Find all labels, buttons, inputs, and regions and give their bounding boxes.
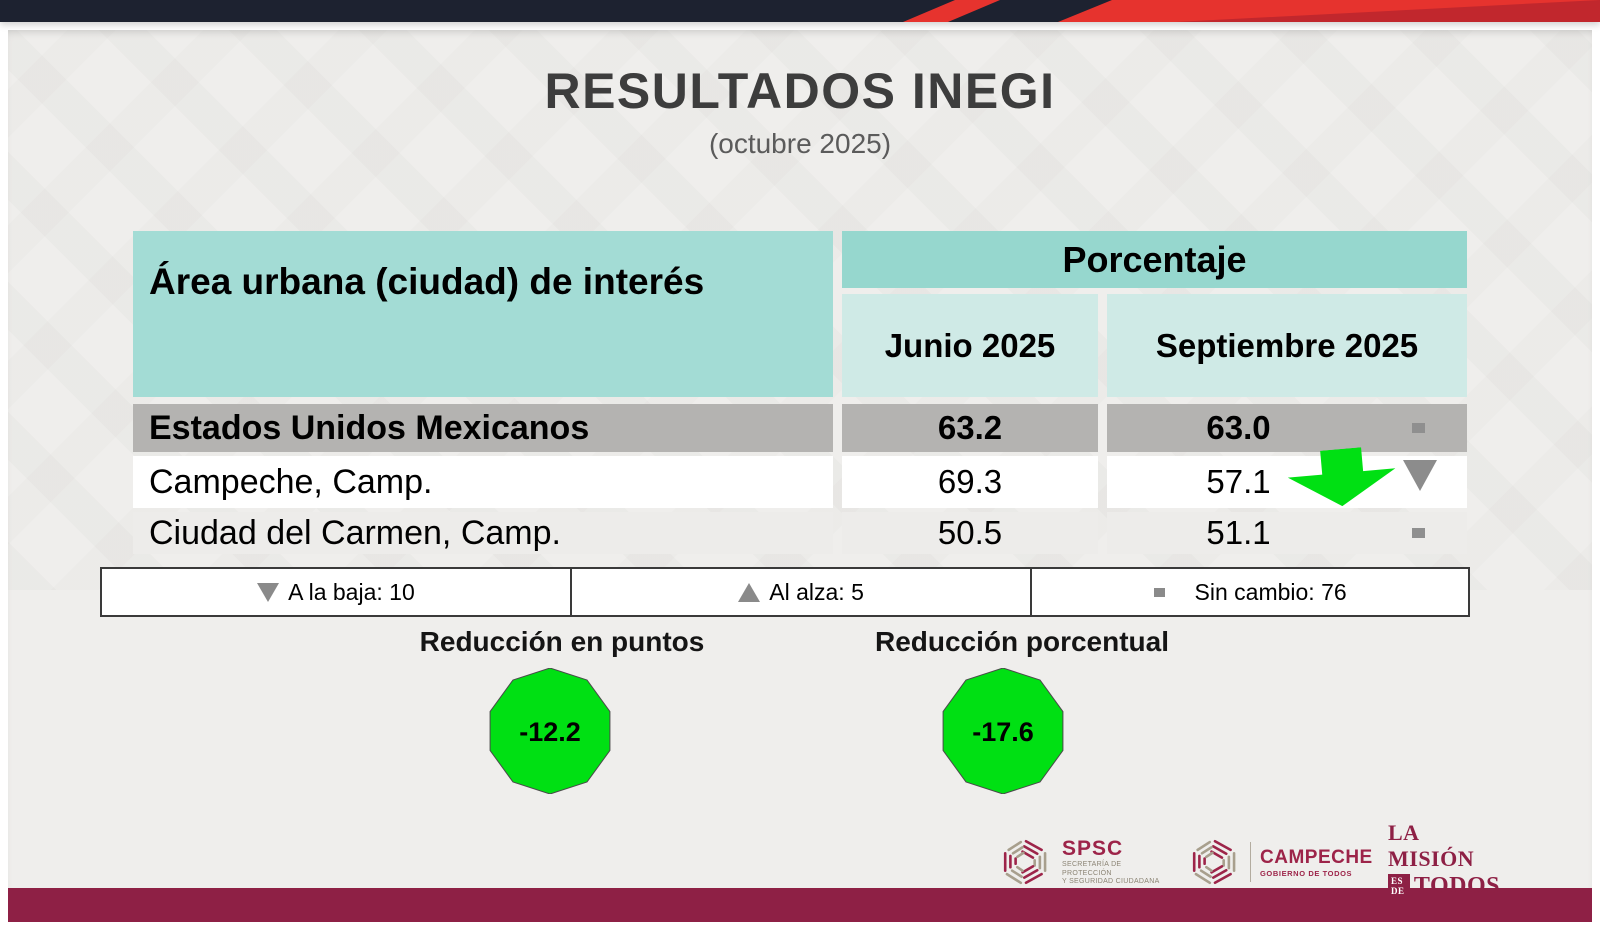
inegi-table: Área urbana (ciudad) de interés Porcenta… <box>133 231 1467 558</box>
campeche-hexagon-logo <box>1192 839 1236 885</box>
percentage-group-header: Porcentaje <box>842 231 1467 288</box>
campeche-subtitle: GOBIERNO DE TODOS <box>1260 868 1353 878</box>
reduction-percent-value: -17.6 <box>972 716 1034 747</box>
column-header-junio: Junio 2025 <box>842 294 1098 397</box>
mission-line1: LA MISIÓN <box>1388 819 1475 871</box>
table-row: Estados Unidos Mexicanos 63.2 63.0 <box>133 404 1467 452</box>
percentage-header-group: Porcentaje Junio 2025 Septiembre 2025 <box>842 231 1467 397</box>
row-septiembre-value: 63.0 <box>1206 409 1271 446</box>
footer-logos: SPSC SECRETARÍA DE PROTECCIÓN Y SEGURIDA… <box>1000 820 1500 905</box>
row-area-label: Ciudad del Carmen, Camp. <box>133 512 833 554</box>
legend-item-baja: A la baja: 10 <box>102 569 572 615</box>
page-subtitle: (octubre 2025) <box>708 128 892 159</box>
spsc-subtitle-line1: SECRETARÍA DE PROTECCIÓN <box>1062 860 1122 877</box>
top-decorative-bar <box>0 0 1600 22</box>
row-junio-value: 63.2 <box>842 404 1098 452</box>
table-row: Campeche, Camp. 69.3 57.1 <box>133 456 1467 508</box>
table-row: Ciudad del Carmen, Camp. 50.5 51.1 <box>133 512 1467 554</box>
trend-legend: A la baja: 10 Al alza: 5 Sin cambio: 76 <box>100 567 1470 617</box>
down-triangle-icon <box>1403 460 1437 491</box>
down-triangle-icon <box>257 582 280 602</box>
campeche-text-block: CAMPECHE GOBIERNO DE TODOS <box>1260 847 1372 878</box>
bottom-maroon-bar <box>8 888 1592 922</box>
spsc-hexagon-logo <box>1003 839 1047 885</box>
no-change-marker-icon <box>1412 423 1425 433</box>
reduction-points-value: -12.2 <box>519 716 581 747</box>
footer-divider <box>1250 842 1251 882</box>
row-junio-value: 50.5 <box>842 512 1098 554</box>
area-column-header: Área urbana (ciudad) de interés <box>133 231 833 397</box>
spsc-text-block: SPSC SECRETARÍA DE PROTECCIÓN Y SEGURIDA… <box>1062 837 1161 887</box>
reduction-percent-badge: -17.6 <box>940 668 1066 796</box>
mission-underline <box>1388 901 1500 905</box>
mission-todos: TODOS <box>1413 872 1500 899</box>
row-septiembre-value: 51.1 <box>1206 514 1271 551</box>
month-subheaders: Junio 2025 Septiembre 2025 <box>842 294 1467 397</box>
legend-label: Sin cambio: 76 <box>1194 578 1347 605</box>
spsc-subtitle-line2: Y SEGURIDAD CIUDADANA <box>1062 878 1160 886</box>
legend-label: Al alza: 5 <box>769 578 864 605</box>
reduction-points-badge: -12.2 <box>487 668 613 796</box>
legend-item-sin-cambio: Sin cambio: 76 <box>1032 569 1468 615</box>
table-body: Estados Unidos Mexicanos 63.2 63.0 Campe… <box>133 404 1467 554</box>
decagon-shape <box>942 668 1064 794</box>
row-area-label: Estados Unidos Mexicanos <box>133 404 833 452</box>
column-header-septiembre: Septiembre 2025 <box>1107 294 1467 397</box>
up-triangle-icon <box>738 582 761 602</box>
mission-line2: ES DE TODOS <box>1388 873 1500 900</box>
row-area-label: Campeche, Camp. <box>133 456 833 508</box>
reduction-points-label: Reducción en puntos <box>419 626 705 657</box>
legend-label: A la baja: 10 <box>288 578 415 605</box>
mission-logo: LA MISIÓN ES DE TODOS <box>1388 820 1500 905</box>
legend-item-alza: Al alza: 5 <box>572 569 1033 615</box>
page-title: RESULTADOS INEGI <box>544 63 1056 119</box>
campeche-name: CAMPECHE <box>1260 846 1373 868</box>
decagon-shape <box>489 668 611 794</box>
square-marker-icon <box>1153 587 1165 597</box>
row-septiembre-value: 57.1 <box>1206 463 1271 500</box>
reduction-percent-label: Reducción porcentual <box>874 626 1170 657</box>
spsc-name: SPSC <box>1062 836 1124 860</box>
table-header: Área urbana (ciudad) de interés Porcenta… <box>133 231 1467 397</box>
no-change-marker-icon <box>1412 528 1425 538</box>
mission-es-de-badge: ES DE <box>1388 874 1410 898</box>
row-junio-value: 69.3 <box>842 456 1098 508</box>
